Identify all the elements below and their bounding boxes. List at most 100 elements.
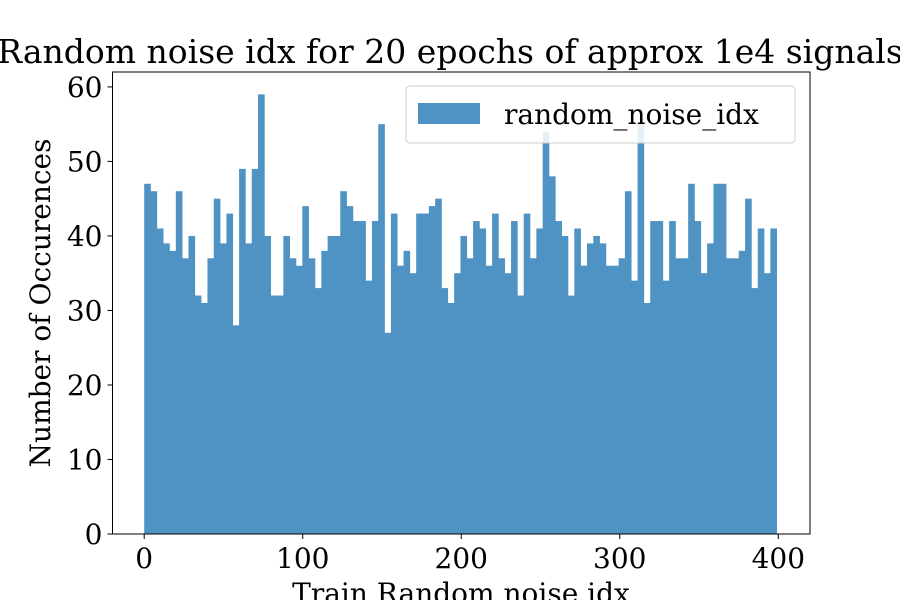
histogram-bar: [631, 280, 638, 534]
histogram-bar: [201, 303, 208, 534]
histogram-bar: [643, 303, 651, 534]
y-tick-label: 40: [67, 220, 103, 253]
histogram-bar: [327, 235, 335, 534]
legend-label: random_noise_idx: [504, 98, 759, 131]
histogram-bar: [251, 168, 259, 534]
histogram-bar: [365, 280, 373, 534]
histogram-bar: [447, 303, 455, 534]
histogram-bar: [428, 206, 436, 534]
histogram-bar: [283, 235, 290, 534]
y-tick-label: 30: [67, 294, 103, 327]
histogram-bar: [371, 221, 379, 534]
histogram-bar: [504, 273, 512, 534]
histogram-bar: [681, 258, 689, 534]
histogram-bar: [213, 198, 221, 534]
legend: random_noise_idx: [405, 85, 796, 144]
y-axis-label: Number of Occurences: [24, 139, 57, 468]
histogram-bar: [289, 258, 297, 534]
histogram-bar: [156, 228, 164, 534]
histogram-bar: [511, 221, 518, 534]
histogram-bar: [302, 206, 309, 534]
legend-swatch: [418, 103, 480, 124]
histogram-bar: [719, 183, 727, 534]
histogram-bar: [675, 258, 683, 534]
histogram-bar: [770, 228, 778, 534]
histogram-bar: [624, 191, 632, 534]
histogram-bar: [150, 191, 158, 534]
histogram-bar: [226, 213, 234, 535]
histogram-bars: [144, 94, 778, 535]
y-tick-label: 50: [67, 145, 103, 178]
x-tick-label: 300: [593, 542, 646, 575]
histogram-bar: [352, 221, 360, 534]
histogram-bar: [523, 213, 531, 535]
histogram-bar: [555, 221, 562, 534]
histogram-bar: [662, 280, 670, 534]
histogram-bar: [163, 243, 170, 535]
histogram-bar: [182, 258, 189, 534]
histogram-bar: [542, 131, 550, 534]
histogram-bar: [308, 258, 316, 534]
y-tick-label: 60: [67, 71, 103, 104]
histogram-bar: [359, 221, 366, 534]
y-tick-label: 10: [67, 443, 103, 476]
histogram-bar: [296, 265, 303, 534]
histogram-bar: [612, 265, 619, 534]
histogram-bar: [732, 258, 740, 534]
legend-frame: [405, 85, 796, 144]
histogram-bar: [245, 243, 253, 535]
histogram-bar: [340, 191, 347, 534]
histogram-bar: [441, 288, 449, 534]
histogram-bar: [764, 273, 771, 534]
histogram-bar: [694, 221, 702, 534]
histogram-bar: [435, 198, 442, 534]
histogram-bar: [574, 228, 581, 534]
histogram-bar: [700, 273, 708, 534]
x-tick-label: 200: [435, 542, 488, 575]
histogram-bar: [618, 258, 626, 534]
histogram-bar: [492, 213, 499, 535]
histogram-bar: [239, 168, 246, 534]
histogram-bar: [751, 288, 759, 534]
histogram-bar: [397, 265, 404, 534]
x-tick-label: 0: [135, 542, 153, 575]
histogram-bar: [580, 265, 588, 534]
histogram-bar: [169, 250, 177, 534]
histogram-bar: [517, 295, 525, 534]
histogram-bar: [738, 250, 746, 534]
histogram-bar: [321, 250, 328, 534]
histogram-bar: [409, 273, 417, 534]
histogram-bar: [422, 213, 430, 535]
histogram-bar: [333, 235, 341, 534]
histogram-bar: [726, 258, 733, 534]
histogram-bar: [549, 176, 556, 535]
histogram-bar: [530, 258, 537, 534]
x-tick-label: 100: [276, 542, 329, 575]
histogram-bar: [390, 213, 398, 535]
y-tick-label: 0: [85, 518, 103, 551]
histogram-bar: [593, 235, 600, 534]
histogram-bar: [567, 295, 575, 534]
histogram-bar: [757, 228, 765, 534]
histogram-bar: [264, 235, 272, 534]
histogram-bar: [175, 191, 183, 534]
histogram-bar: [669, 221, 676, 534]
chart-title: Random noise idx for 20 epochs of approx…: [0, 32, 900, 71]
histogram-bar: [479, 228, 487, 534]
histogram-bar: [466, 258, 474, 534]
histogram-bar: [378, 124, 385, 535]
histogram-bar: [416, 213, 423, 535]
histogram-bar: [650, 221, 657, 534]
histogram-bar: [561, 235, 569, 534]
histogram-bar: [403, 250, 411, 534]
x-tick-label: 400: [752, 542, 805, 575]
histogram-bar: [688, 183, 695, 534]
histogram-bar: [745, 198, 752, 534]
histogram-bar: [258, 94, 265, 535]
histogram-bar: [207, 258, 215, 534]
histogram-bar: [194, 295, 202, 534]
histogram-bar: [707, 243, 714, 535]
histogram-bar: [144, 183, 151, 534]
histogram-bar: [586, 243, 594, 535]
